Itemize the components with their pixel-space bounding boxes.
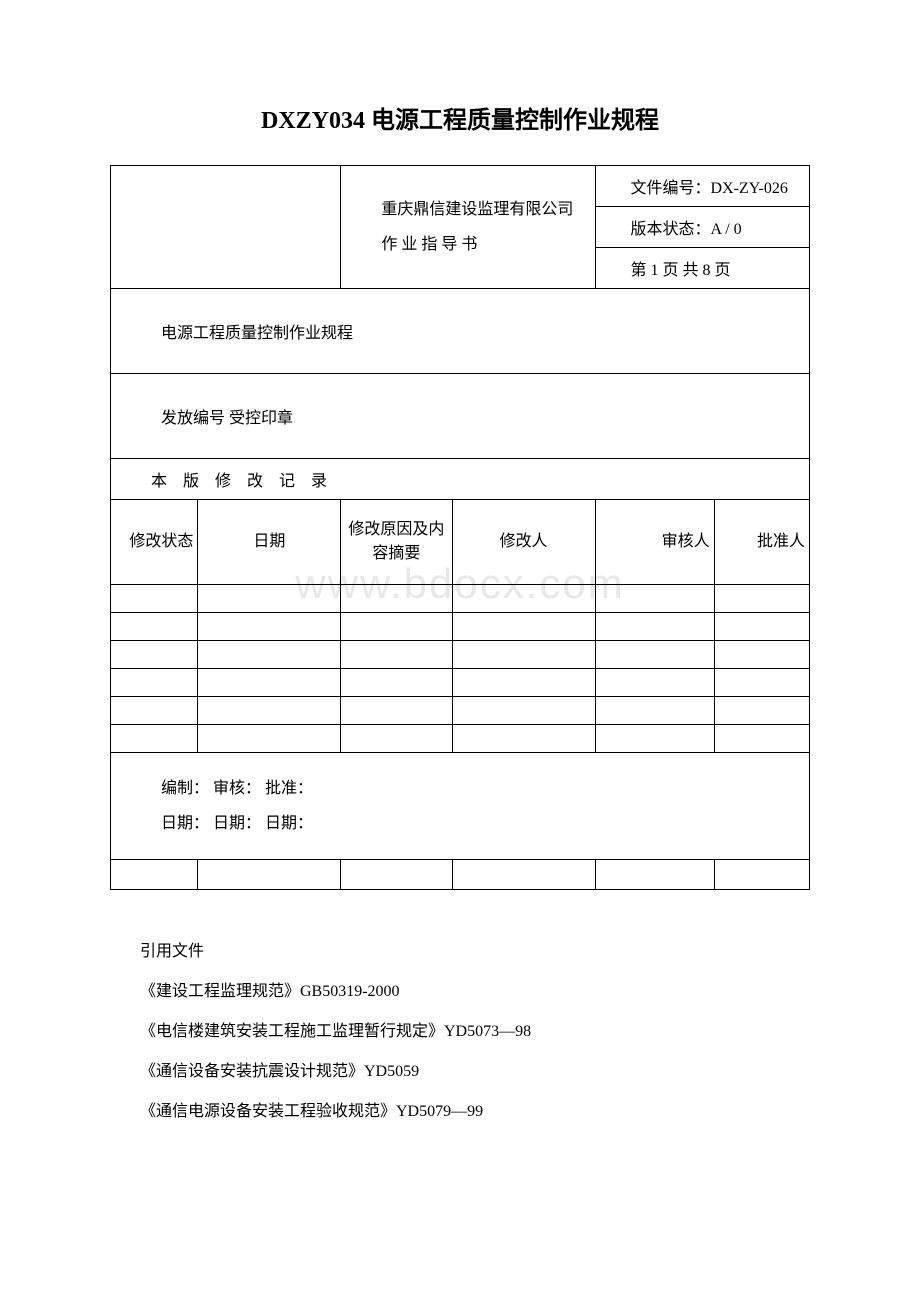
version-value: A / 0	[711, 221, 742, 238]
bottom-empty-row	[111, 860, 810, 890]
revision-header-row: 修改状态 日期 修改原因及内容摘要 修改人 审核人 批准人	[111, 500, 810, 585]
header-row: 重庆鼎信建设监理有限公司 作 业 指 导 书 文件编号：DX-ZY-026 版本…	[111, 166, 810, 289]
header-left-cell	[111, 166, 341, 289]
empty-row-5	[111, 697, 810, 725]
reference-item-2: 《电信楼建筑安装工程施工监理暂行规定》YD5073—98	[140, 1020, 810, 1044]
rev-col1: 修改状态	[111, 500, 198, 585]
section1-row: 电源工程质量控制作业规程	[111, 289, 810, 374]
revision-title-cell: 本 版 修 改 记 录	[111, 459, 810, 500]
revision-title-text: 本 版 修 改 记 录	[151, 473, 333, 490]
revision-title-row: 本 版 修 改 记 录	[111, 459, 810, 500]
rev-col5: 审核人	[595, 500, 714, 585]
signature-line1: 编制： 审核： 批准：	[161, 780, 313, 797]
section1-cell: 电源工程质量控制作业规程	[111, 289, 810, 374]
signature-cell: 编制： 审核： 批准： 日期： 日期： 日期：	[111, 753, 810, 860]
doc-number-row: 文件编号：DX-ZY-026	[596, 166, 810, 207]
version-label: 版本状态：	[631, 221, 711, 238]
rev-col4: 修改人	[452, 500, 595, 585]
doc-info-table: 文件编号：DX-ZY-026 版本状态：A / 0 第 1 页 共 8 页	[596, 166, 810, 288]
signature-line2: 日期： 日期： 日期：	[161, 815, 313, 832]
empty-row-2	[111, 613, 810, 641]
doc-number-label: 文件编号：	[631, 180, 711, 197]
references-section: 引用文件 《建设工程监理规范》GB50319-2000 《电信楼建筑安装工程施工…	[110, 940, 810, 1124]
signature-row: 编制： 审核： 批准： 日期： 日期： 日期：	[111, 753, 810, 860]
rev-col3: 修改原因及内容摘要	[341, 500, 452, 585]
reference-item-1: 《建设工程监理规范》GB50319-2000	[140, 980, 810, 1004]
header-center-cell: 重庆鼎信建设监理有限公司 作 业 指 导 书	[341, 166, 595, 289]
company-name: 重庆鼎信建设监理有限公司	[381, 201, 573, 218]
empty-row-1	[111, 585, 810, 613]
version-row: 版本状态：A / 0	[596, 207, 810, 248]
main-document-table: 重庆鼎信建设监理有限公司 作 业 指 导 书 文件编号：DX-ZY-026 版本…	[110, 165, 810, 890]
section2-row: 发放编号 受控印章	[111, 374, 810, 459]
doc-number-value: DX-ZY-026	[711, 180, 788, 197]
empty-row-3	[111, 641, 810, 669]
reference-item-3: 《通信设备安装抗震设计规范》YD5059	[140, 1060, 810, 1084]
section2-cell: 发放编号 受控印章	[111, 374, 810, 459]
page-info-row: 第 1 页 共 8 页	[596, 248, 810, 289]
header-right-cell: 文件编号：DX-ZY-026 版本状态：A / 0 第 1 页 共 8 页	[595, 166, 810, 289]
references-title: 引用文件	[140, 940, 810, 964]
doc-type: 作 业 指 导 书	[381, 236, 477, 253]
rev-col2: 日期	[198, 500, 341, 585]
empty-row-6	[111, 725, 810, 753]
reference-item-4: 《通信电源设备安装工程验收规范》YD5079—99	[140, 1100, 810, 1124]
empty-row-4	[111, 669, 810, 697]
page-title: DXZY034 电源工程质量控制作业规程	[110, 100, 810, 135]
rev-col6: 批准人	[714, 500, 809, 585]
